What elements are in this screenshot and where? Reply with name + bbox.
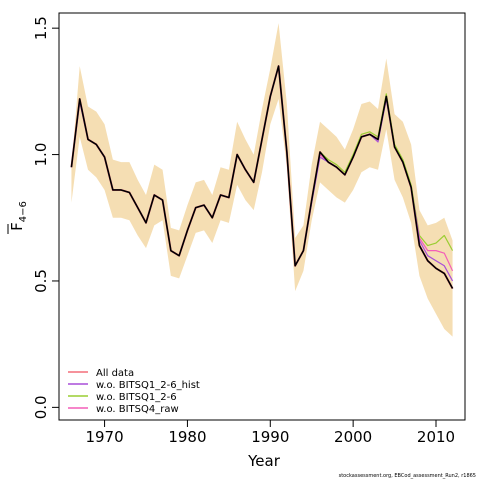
x-tick-label: 1970 <box>85 428 123 446</box>
y-tick-label: 0.0 <box>32 395 50 419</box>
y-axis-label-subscript: 4−6 <box>18 201 29 222</box>
confidence-band-layer <box>71 23 453 337</box>
series-line-4 <box>70 65 454 289</box>
legend-label: w.o. BITSQ4_raw <box>96 404 179 415</box>
footnote: stockassessment.org, EBCod_assessment_Ru… <box>339 473 476 479</box>
x-axis: 1970 1980 1990 2000 2010 <box>85 419 455 446</box>
legend-label: w.o. BITSQ1_2-6 <box>96 392 177 403</box>
x-tick-label: 2000 <box>334 428 372 446</box>
y-tick-label: 1.0 <box>32 143 50 167</box>
confidence-band <box>71 23 453 337</box>
x-tick-label: 1980 <box>168 428 206 446</box>
y-axis-label-main: F <box>8 222 26 231</box>
legend-label: All data <box>96 368 134 379</box>
x-tick-label: 1990 <box>251 428 289 446</box>
x-tick-label: 2010 <box>417 428 455 446</box>
y-tick-label: 1.5 <box>32 16 50 40</box>
x-axis-label: Year <box>247 452 281 470</box>
legend-label: w.o. BITSQ1_2-6_hist <box>96 380 200 391</box>
y-axis: 0.0 0.5 1.0 1.5 <box>32 16 60 419</box>
series-lines-layer <box>70 65 454 290</box>
svg-text:F4−6: F4−6 <box>8 201 29 231</box>
y-axis-label: F4−6 <box>7 201 29 234</box>
y-tick-label: 0.5 <box>32 269 50 293</box>
